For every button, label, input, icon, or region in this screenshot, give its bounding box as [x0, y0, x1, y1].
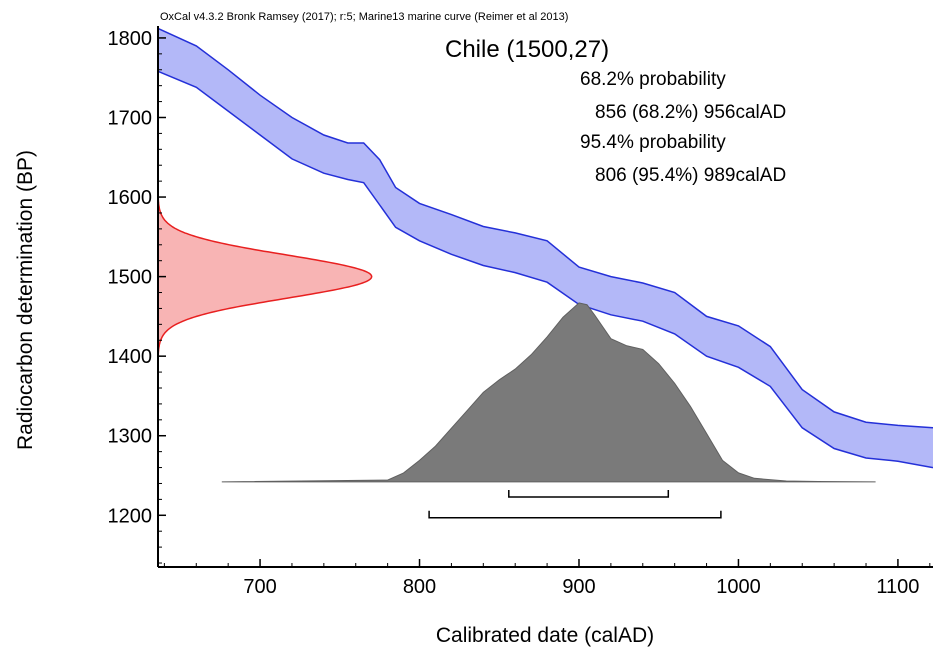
- measurement-layer: [157, 189, 373, 364]
- y-tick-label: 1200: [108, 505, 153, 527]
- range-bar-954: [428, 510, 722, 519]
- annotation-68-range: 856 (68.2%) 956calAD: [595, 102, 786, 123]
- annotation-68-heading: 68.2% probability: [580, 69, 726, 90]
- range-bar-682: [508, 490, 670, 498]
- posterior-layer: [221, 302, 876, 483]
- range-bars-layer: [428, 490, 722, 519]
- y-tick-label: 1500: [108, 267, 153, 289]
- axes-layer: 700 800 900 1000 1100 1200 1300 1400 1500 1600 170…: [108, 26, 933, 598]
- y-tick-label: 1300: [108, 426, 153, 448]
- y-axis-label: Radiocarbon determination (BP): [14, 150, 37, 450]
- x-tick-label: 800: [403, 576, 436, 598]
- curve-band: [158, 28, 933, 468]
- marine-curve-layer: [157, 27, 933, 469]
- x-tick-label: 1000: [716, 576, 761, 598]
- chart-title: Chile (1500,27): [445, 36, 609, 63]
- y-tick-label: 1600: [108, 187, 153, 209]
- y-tick-label: 1700: [108, 108, 153, 130]
- curve-upper-line: [157, 27, 933, 429]
- credit-line: OxCal v4.3.2 Bronk Ramsey (2017); r:5; M…: [160, 11, 568, 23]
- annotation-95-heading: 95.4% probability: [580, 132, 726, 153]
- y-tick-label: 1400: [108, 346, 153, 368]
- x-tick-label: 900: [562, 576, 595, 598]
- curve-lower-line: [157, 70, 933, 469]
- x-tick-label: 1100: [876, 576, 919, 598]
- annotation-95-range: 806 (95.4%) 989calAD: [595, 165, 786, 186]
- x-tick-label: 700: [243, 576, 276, 598]
- y-tick-label: 1800: [108, 28, 153, 50]
- posterior-density: [221, 302, 876, 483]
- x-axis-label: Calibrated date (calAD): [436, 624, 654, 647]
- measurement-density: [157, 189, 373, 364]
